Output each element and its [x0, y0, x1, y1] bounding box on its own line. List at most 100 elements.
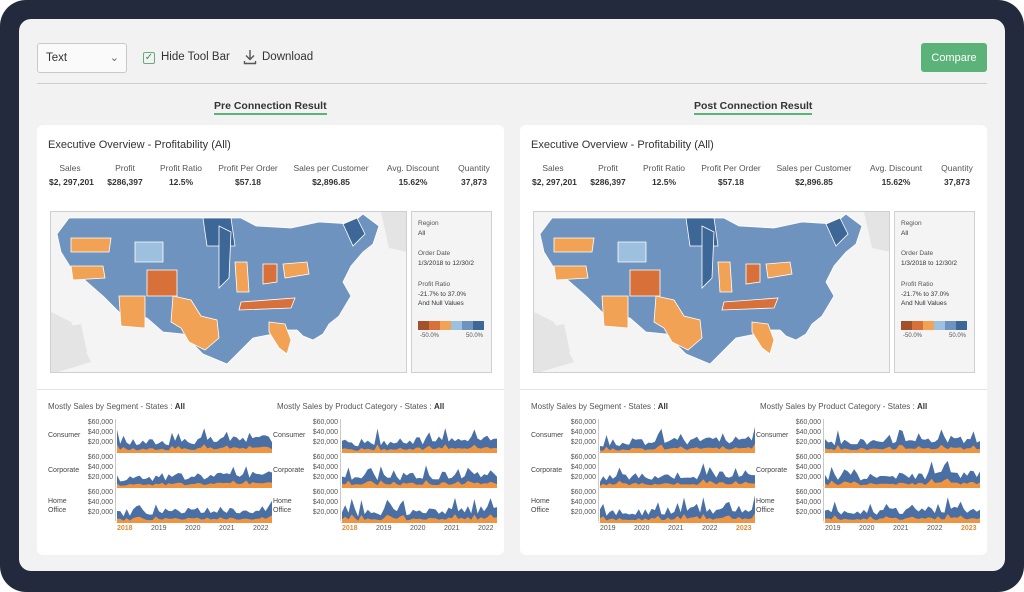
kpi-label: Profit [115, 163, 135, 173]
legend-order-date-value[interactable]: 1/3/2018 to 12/30/2 [901, 260, 958, 267]
legend-profit-ratio-range: -21.7% to 37.0% [901, 291, 950, 298]
row-label: Home Office [531, 498, 550, 514]
category-trend-chart[interactable]: Consumer $60,000 $40,000 $20,000 Corporate $6… [756, 419, 980, 539]
segment-chart-filter[interactable]: All [657, 402, 668, 411]
segment-chart-title: Mostly Sales by Segment - States : All [531, 402, 668, 411]
axis-tick-label: $20,000 [312, 439, 338, 446]
kpi-label: Profit Ratio [159, 163, 203, 173]
sales-area-series [342, 497, 497, 523]
segment-trend-chart[interactable]: Consumer $60,000 $40,000 $20,000 Corporate $6… [48, 419, 272, 539]
legend-region-value[interactable]: All [418, 230, 426, 237]
map-filter-legend: Region All Order Date 1/3/2018 to 12/30/… [894, 211, 975, 373]
trend-row: Corporate $60,000 $40,000 $20,000 [756, 454, 980, 488]
legend-profit-ratio-label: Profit Ratio [418, 281, 451, 288]
toolbar-divider [37, 83, 987, 84]
map-filter-legend: Region All Order Date 1/3/2018 to 12/30/… [411, 211, 492, 373]
year-tick-label: 2018 [117, 525, 133, 532]
year-tick-label: 2023 [736, 525, 752, 532]
category-chart-title-text: Mostly Sales by Product Category - State… [760, 402, 915, 411]
legend-region-value[interactable]: All [901, 230, 909, 237]
sales-area-series [117, 466, 272, 488]
download-label[interactable]: Download [262, 51, 314, 63]
axis-tick-label: $40,000 [312, 429, 338, 436]
axis-tick-label: $60,000 [570, 454, 596, 461]
axis-tick-label: $20,000 [570, 439, 596, 446]
axis-tick-label: $20,000 [795, 509, 821, 516]
chevron-down-icon: ⌄ [109, 52, 119, 64]
axis-tick-label: $40,000 [795, 499, 821, 506]
kpi-avg-discount: Avg. Discount 15.62% [867, 163, 925, 187]
segment-trend-chart[interactable]: Consumer $60,000 $40,000 $20,000 Corporate $6… [531, 419, 755, 539]
axis-tick-label: $40,000 [87, 429, 113, 436]
axis-tick-label: $20,000 [312, 474, 338, 481]
kpi-profit-per-order: Profit Per Order $57.18 [699, 163, 763, 187]
axis-tick-label: $40,000 [87, 464, 113, 471]
axis-tick-label: $20,000 [87, 439, 113, 446]
kpi-value: 15.62% [881, 177, 911, 187]
legend-region-label: Region [418, 220, 439, 227]
year-tick-label: 2021 [668, 525, 684, 532]
sales-area-series [825, 429, 980, 453]
toolbar: Text ⌄ ✓ Hide Tool Bar Download Compare [37, 43, 987, 77]
sales-area-series [342, 428, 497, 453]
kpi-sales: Sales $2, 297,201 [532, 163, 577, 187]
category-chart-filter[interactable]: All [433, 402, 445, 411]
row-label: Consumer [531, 432, 564, 439]
segment-chart-filter[interactable]: All [174, 402, 185, 411]
hide-toolbar-label[interactable]: Hide Tool Bar [161, 51, 230, 63]
axis-tick-label: $60,000 [312, 454, 338, 461]
category-trend-chart[interactable]: Consumer $60,000 $40,000 $20,000 Corporate $6… [273, 419, 497, 539]
profit-ratio-map[interactable] [533, 211, 890, 373]
kpi-value: 37,873 [944, 177, 970, 187]
axis-tick-label: $40,000 [570, 499, 596, 506]
trend-row: Home Office $60,000 $40,000 $20,000 [531, 489, 755, 523]
chart-axis-line [340, 419, 341, 521]
year-tick-label: 2019 [376, 525, 392, 532]
kpi-value: 15.62% [398, 177, 428, 187]
axis-tick-label: $60,000 [570, 419, 596, 426]
axis-tick-label: $60,000 [795, 419, 821, 426]
hide-toolbar-checkbox[interactable]: ✓ [143, 52, 155, 64]
kpi-profit-ratio: Profit Ratio 12.5% [641, 163, 687, 187]
trend-row: Home Office $60,000 $40,000 $20,000 [273, 489, 497, 523]
legend-order-date-value[interactable]: 1/3/2018 to 12/30/2 [418, 260, 475, 267]
kpi-profit: Profit $286,397 [105, 163, 145, 187]
kpi-label: Profit [598, 163, 618, 173]
axis-tick-label: $40,000 [795, 464, 821, 471]
axis-tick-label: $40,000 [795, 429, 821, 436]
legend-order-date-label: Order Date [901, 250, 934, 257]
download-icon[interactable] [243, 49, 257, 65]
year-tick-label: 2022 [253, 525, 269, 532]
profit-ratio-map[interactable] [50, 211, 407, 373]
compare-button[interactable]: Compare [921, 43, 987, 72]
trend-row: Consumer $60,000 $40,000 $20,000 [273, 419, 497, 453]
axis-tick-label: $60,000 [87, 419, 113, 426]
chart-axis-line [598, 419, 599, 521]
kpi-avg-discount: Avg. Discount 15.62% [384, 163, 442, 187]
view-select-value: Text [46, 52, 68, 64]
post-connection-title: Post Connection Result [694, 100, 813, 115]
trend-row: Consumer $60,000 $40,000 $20,000 [48, 419, 272, 453]
dashboard-title: Executive Overview - Profitability (All) [531, 139, 714, 151]
row-label: Corporate [273, 467, 305, 474]
kpi-value: $2, 297,201 [532, 177, 577, 187]
row-label: Consumer [756, 432, 789, 439]
trend-row: Corporate $60,000 $40,000 $20,000 [273, 454, 497, 488]
year-tick-label: 2020 [185, 525, 201, 532]
kpi-value: $2,896.85 [312, 177, 350, 187]
view-select[interactable]: Text ⌄ [37, 43, 127, 73]
app-screen: Text ⌄ ✓ Hide Tool Bar Download Compare … [19, 19, 1005, 571]
axis-tick-label: $40,000 [87, 499, 113, 506]
axis-tick-label: $60,000 [570, 489, 596, 496]
kpi-value: $286,397 [590, 177, 626, 187]
kpi-value: 37,873 [461, 177, 487, 187]
axis-tick-label: $20,000 [87, 474, 113, 481]
category-chart-filter[interactable]: All [916, 402, 928, 411]
year-tick-label: 2022 [927, 525, 943, 532]
kpi-value: $2,896.85 [795, 177, 833, 187]
segment-chart-title-text: Mostly Sales by Segment - States : [48, 402, 173, 411]
axis-tick-label: $60,000 [795, 489, 821, 496]
category-chart-title: Mostly Sales by Product Category - State… [760, 402, 927, 411]
axis-tick-label: $20,000 [312, 509, 338, 516]
